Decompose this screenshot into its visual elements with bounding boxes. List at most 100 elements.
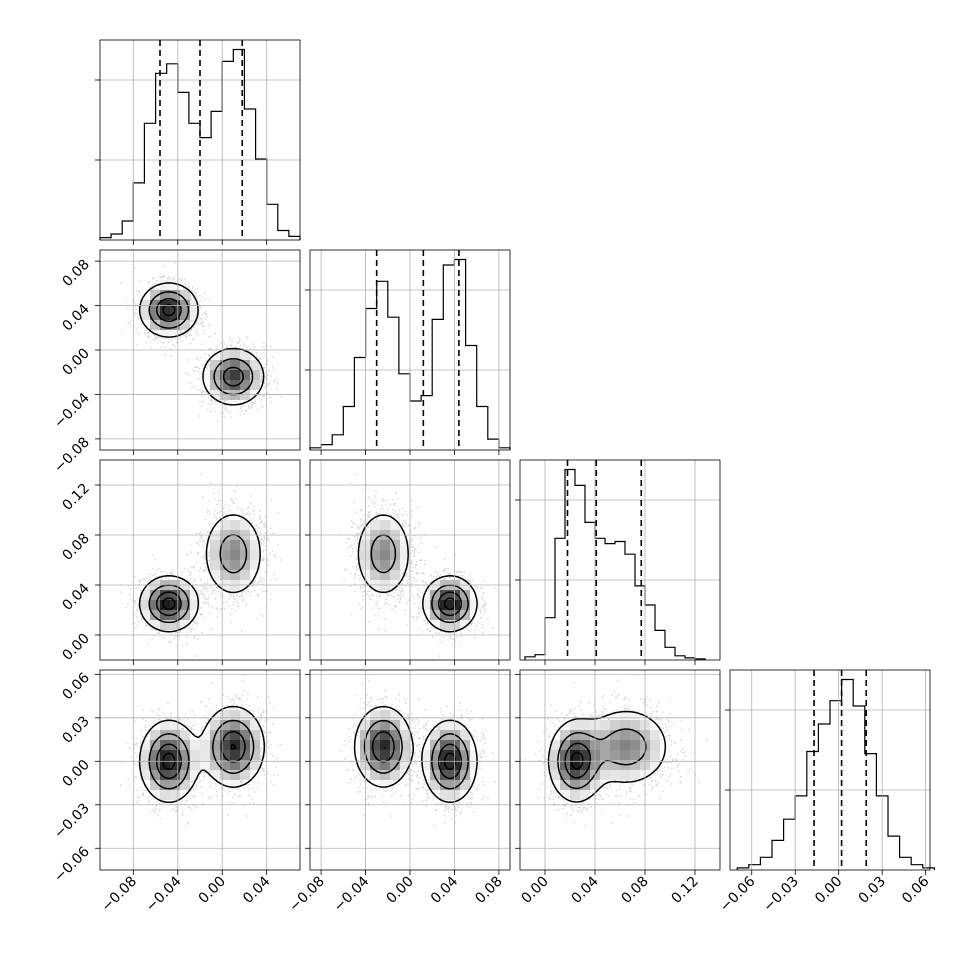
density-cell [610, 740, 620, 750]
density-cell [610, 720, 620, 730]
density-cell [220, 710, 230, 720]
density-cell [570, 730, 580, 740]
density-cell [370, 760, 380, 770]
density-cell [150, 760, 160, 770]
density-cell [550, 770, 560, 780]
density-cell [180, 620, 190, 630]
density-cell [210, 540, 220, 550]
density-cell [390, 570, 400, 580]
density-cell [170, 590, 180, 600]
density-cell [560, 780, 570, 790]
density-cell [200, 750, 210, 760]
histogram-panel-1 [305, 250, 511, 450]
density-cell [610, 710, 620, 720]
density-cell [650, 760, 660, 770]
panel-frame [729, 669, 931, 871]
density-cell [550, 760, 560, 770]
density-cell [230, 740, 240, 750]
density-cell [220, 570, 230, 580]
density-cell [560, 720, 570, 730]
density-cell [220, 520, 230, 530]
density-cell [450, 760, 460, 770]
density-cell [240, 360, 250, 370]
density-panel-3-2 [524, 674, 708, 827]
density-cell [370, 550, 380, 560]
density-cell [430, 780, 440, 790]
x-tick-label: 0.12 [668, 874, 701, 907]
density-cell [460, 760, 470, 770]
density-cell [380, 540, 390, 550]
density-cell [420, 760, 430, 770]
density-cell [420, 770, 430, 780]
density-cell [160, 600, 170, 610]
density-cell [150, 300, 160, 310]
density-cell [460, 600, 470, 610]
density-cell [620, 720, 630, 730]
density-cell [240, 370, 250, 380]
density-cell [400, 750, 410, 760]
density-cell [230, 550, 240, 560]
density-cell [610, 730, 620, 740]
density-cell [460, 590, 470, 600]
contour-level-3 [443, 597, 457, 611]
density-cell [190, 590, 200, 600]
density-cell [400, 760, 410, 770]
density-cell [210, 360, 220, 370]
density-cell [550, 780, 560, 790]
density-cell [180, 300, 190, 310]
density-cell [220, 550, 230, 560]
density-cell [230, 520, 240, 530]
x-tick-label: 0.04 [568, 873, 601, 906]
x-tick-label: 0.03 [856, 874, 889, 907]
density-cell [240, 710, 250, 720]
density-cell [390, 750, 400, 760]
density-cell [240, 750, 250, 760]
density-cell [250, 380, 260, 390]
density-cell [630, 720, 640, 730]
density-panel-1-0 [120, 262, 282, 422]
panel-content [339, 473, 500, 657]
density-cell [390, 560, 400, 570]
density-cell [140, 300, 150, 310]
density-cell [220, 380, 230, 390]
density-cell [440, 770, 450, 780]
density-cell [210, 720, 220, 730]
density-cell [180, 780, 190, 790]
density-cell [360, 760, 370, 770]
density-cell [460, 730, 470, 740]
density-cell [170, 290, 180, 300]
density-cell [220, 560, 230, 570]
density-cell [160, 280, 170, 290]
density-cell [570, 720, 580, 730]
histogram-panel-0 [95, 40, 301, 240]
density-cell [250, 540, 260, 550]
density-cell [470, 760, 480, 770]
density-cell [230, 350, 240, 360]
contour-level-2 [371, 731, 463, 780]
density-cell [440, 620, 450, 630]
density-cell [240, 570, 250, 580]
density-cell [140, 600, 150, 610]
density-cell [170, 760, 180, 770]
density-cell [570, 780, 580, 790]
density-cell [360, 570, 370, 580]
y-tick-label: 0.08 [59, 531, 92, 564]
density-cell [450, 610, 460, 620]
contour-level-0 [138, 705, 266, 804]
density-cell [160, 310, 170, 320]
contour-level-0 [138, 282, 265, 406]
y-tick-label: 0.04 [59, 301, 92, 334]
density-cell [460, 750, 470, 760]
density-cell [230, 750, 240, 760]
density-cell [380, 760, 390, 770]
x-tick-label: −0.04 [331, 873, 373, 915]
density-cell [620, 770, 630, 780]
density-cell [420, 590, 430, 600]
density-cell [570, 750, 580, 760]
density-cell [210, 390, 220, 400]
density-cell [440, 780, 450, 790]
density-cell [620, 730, 630, 740]
density-cell [210, 750, 220, 760]
x-tick-label: −0.08 [286, 874, 328, 916]
y-tick-label: −0.08 [51, 434, 93, 476]
